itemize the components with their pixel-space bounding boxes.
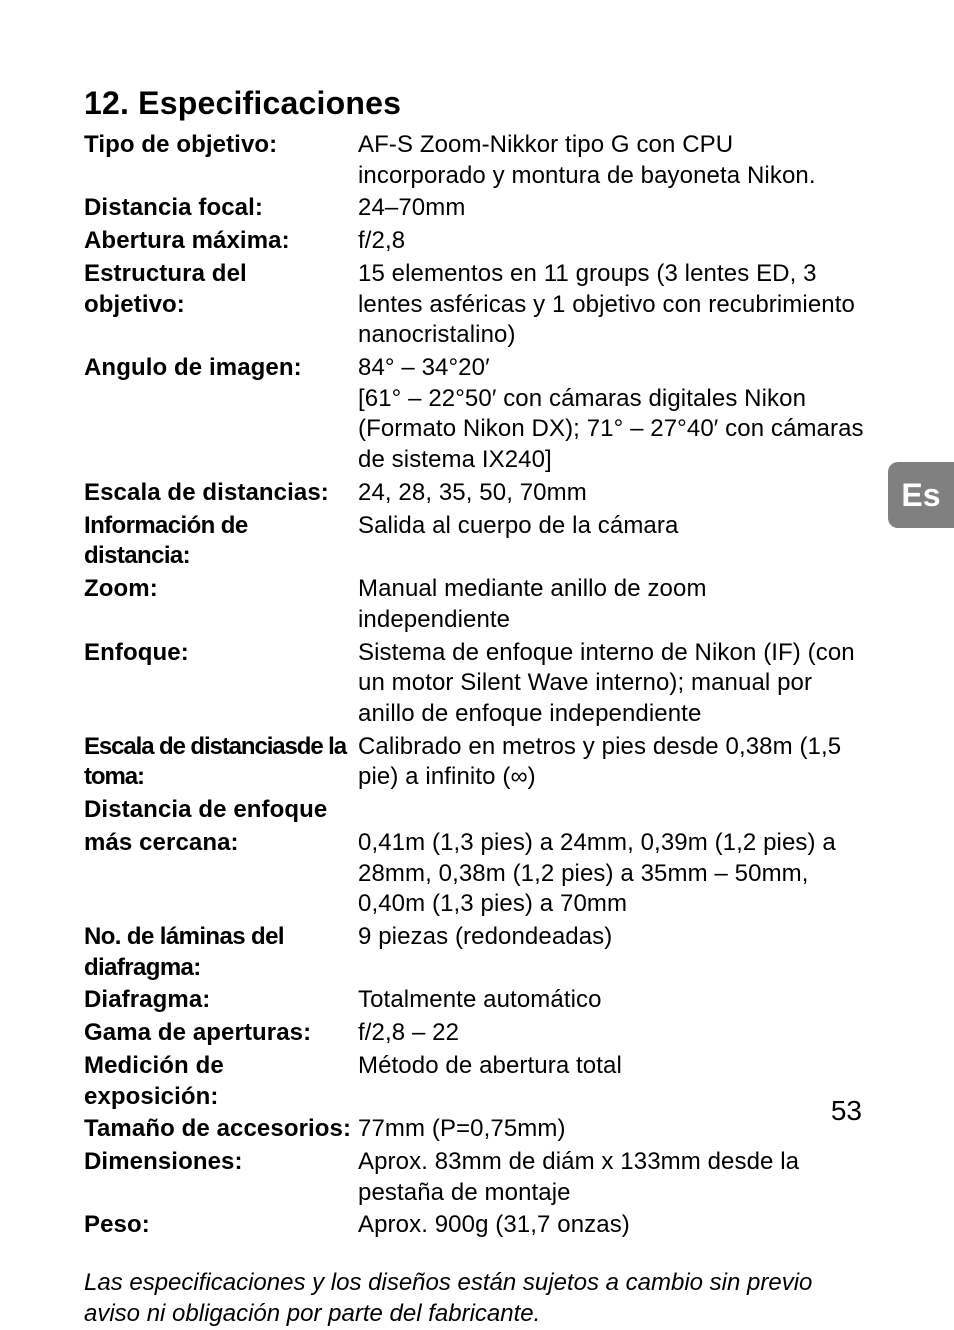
spec-label: Enfoque: [84,638,358,669]
spec-row: Diafragma:Totalmente automático [84,985,864,1016]
spec-value: f/2,8 – 22 [358,1018,864,1049]
spec-label: Escala de distancias: [84,478,358,509]
spec-value: AF-S Zoom-Nikkor tipo G con CPU incorpor… [358,130,864,191]
spec-row: Gama de aperturas:f/2,8 – 22 [84,1018,864,1049]
spec-label: Escala de distanciasde la toma: [84,732,358,793]
spec-value: Método de abertura total [358,1051,864,1082]
spec-label: más cercana: [84,828,358,859]
spec-value: 77mm (P=0,75mm) [358,1114,864,1145]
spec-label: Estructura del objetivo: [84,259,358,320]
page: 12. Especificaciones Tipo de objetivo:AF… [0,0,954,1183]
spec-label: Gama de aperturas: [84,1018,358,1049]
spec-value: 24–70mm [358,193,864,224]
spec-label: Zoom: [84,574,358,605]
spec-label: Distancia de enfoque [84,795,358,826]
spec-label: Dimensiones: [84,1147,358,1178]
spec-row: Escala de distancias:24, 28, 35, 50, 70m… [84,478,864,509]
spec-row: Angulo de imagen:84° – 34°20′[61° – 22°5… [84,353,864,476]
footnote-text: Las especificaciones y los diseños están… [84,1267,844,1329]
spec-value: 0,41m (1,3 pies) a 24mm, 0,39m (1,2 pies… [358,828,864,920]
language-tab: Es [888,462,954,528]
spec-row: Distancia de enfoque [84,795,864,826]
spec-row: Distancia focal:24–70mm [84,193,864,224]
spec-value: Manual mediante anillo de zoom independi… [358,574,864,635]
spec-row: Tamaño de accesorios:77mm (P=0,75mm) [84,1114,864,1145]
spec-label: No. de láminas del diafragma: [84,922,358,983]
spec-label: Información de distancia: [84,511,358,572]
spec-row: Información de distancia:Salida al cuerp… [84,511,864,572]
spec-value: Calibrado en metros y pies desde 0,38m (… [358,732,864,793]
spec-value: f/2,8 [358,226,864,257]
spec-value: 15 elementos en 11 groups (3 lentes ED, … [358,259,864,351]
spec-label: Tamaño de accesorios: [84,1114,358,1145]
spec-label: Abertura máxima: [84,226,358,257]
page-number: 53 [831,1095,862,1127]
spec-label: Tipo de objetivo: [84,130,358,161]
spec-label: Medición de exposición: [84,1051,358,1112]
spec-value: Sistema de enfoque interno de Nikon (IF)… [358,638,864,730]
spec-row: Dimensiones:Aprox. 83mm de diám x 133mm … [84,1147,864,1208]
spec-value: 84° – 34°20′[61° – 22°50′ con cámaras di… [358,353,864,476]
spec-row: Estructura del objetivo:15 elementos en … [84,259,864,351]
spec-row: Zoom:Manual mediante anillo de zoom inde… [84,574,864,635]
spec-row: Tipo de objetivo:AF-S Zoom-Nikkor tipo G… [84,130,864,191]
spec-value: Totalmente automático [358,985,864,1016]
spec-label: Angulo de imagen: [84,353,358,384]
spec-value: 24, 28, 35, 50, 70mm [358,478,864,509]
spec-row: más cercana:0,41m (1,3 pies) a 24mm, 0,3… [84,828,864,920]
section-title: 12. Especificaciones [84,85,864,122]
spec-row: Peso:Aprox. 900g (31,7 onzas) [84,1210,864,1241]
spec-label: Peso: [84,1210,358,1241]
spec-value: 9 piezas (redondeadas) [358,922,864,953]
spec-value: Salida al cuerpo de la cámara [358,511,864,542]
spec-list: Tipo de objetivo:AF-S Zoom-Nikkor tipo G… [84,130,864,1241]
spec-row: Escala de distanciasde la toma:Calibrado… [84,732,864,793]
spec-row: No. de láminas del diafragma:9 piezas (r… [84,922,864,983]
spec-row: Enfoque:Sistema de enfoque interno de Ni… [84,638,864,730]
spec-label: Diafragma: [84,985,358,1016]
spec-value: Aprox. 83mm de diám x 133mm desde la pes… [358,1147,864,1208]
spec-row: Medición de exposición:Método de abertur… [84,1051,864,1112]
spec-label: Distancia focal: [84,193,358,224]
spec-value: Aprox. 900g (31,7 onzas) [358,1210,864,1241]
spec-row: Abertura máxima:f/2,8 [84,226,864,257]
